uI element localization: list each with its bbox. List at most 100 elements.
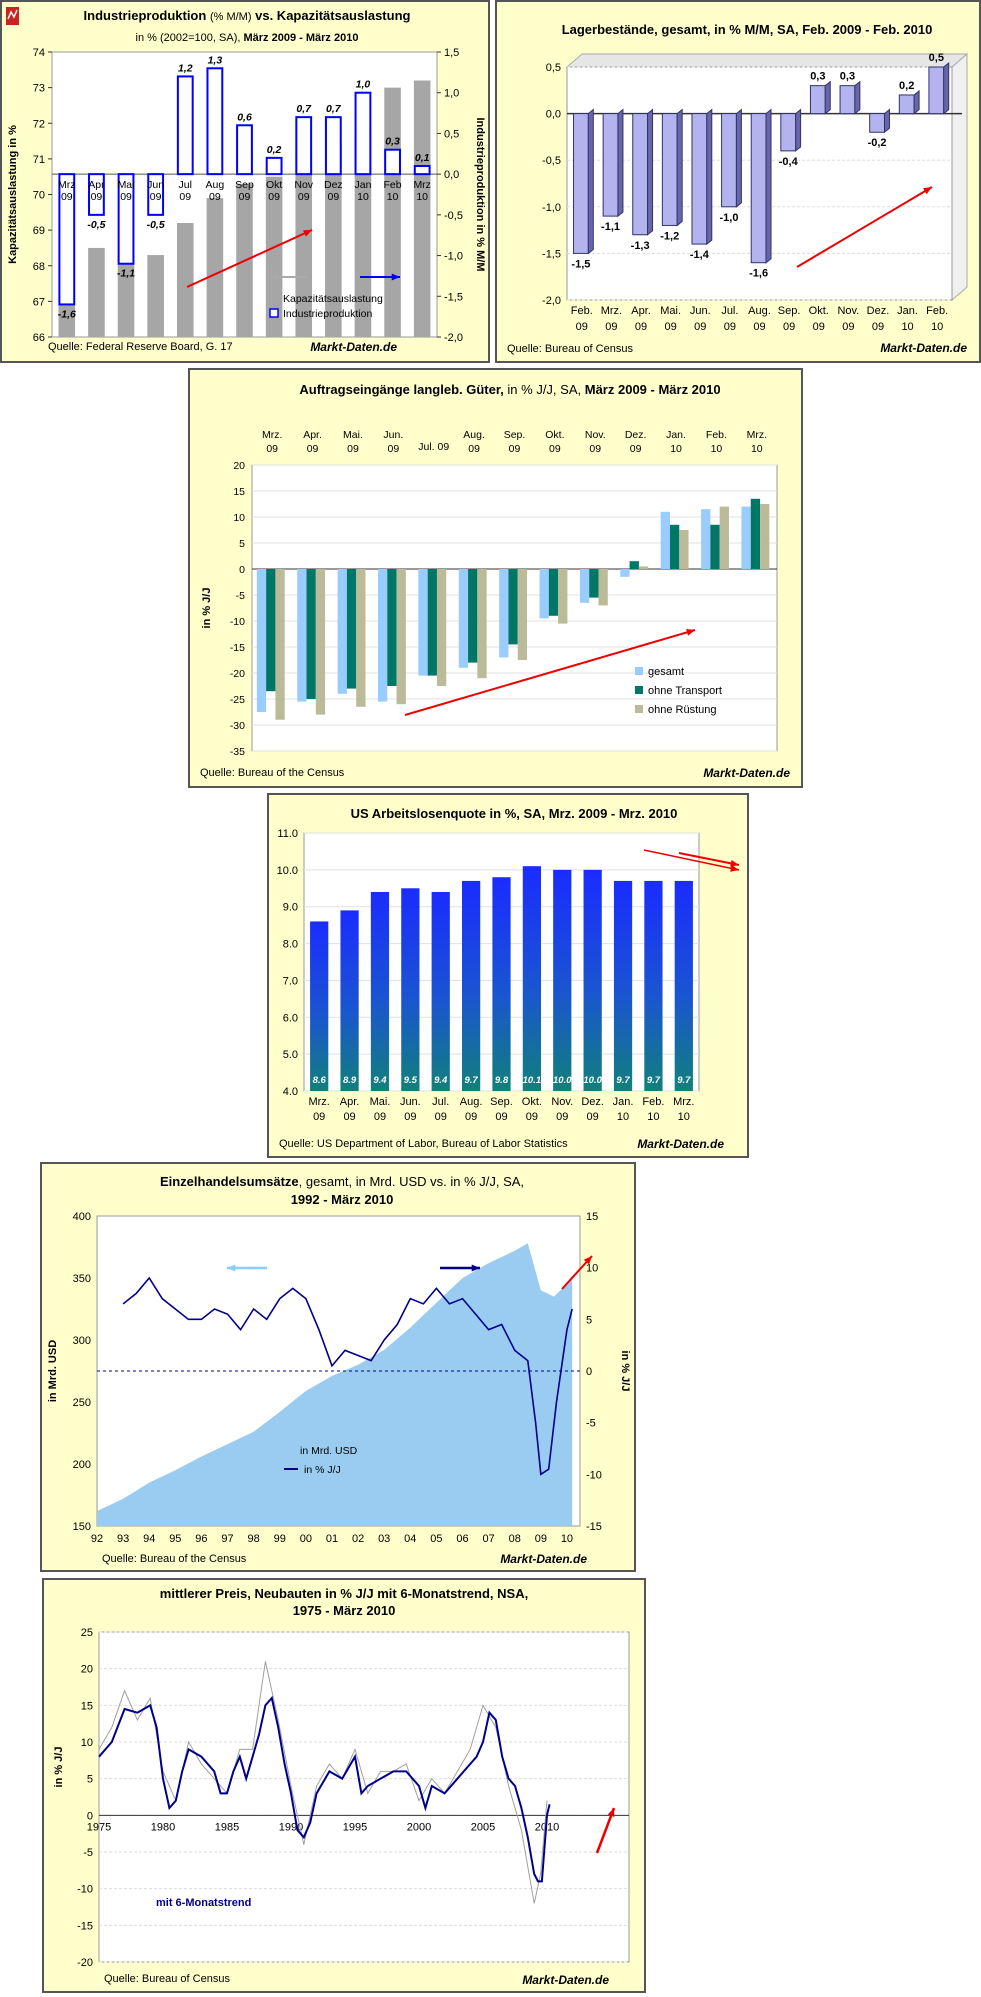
data-label: 10.0 xyxy=(553,1075,572,1086)
x-tick-label: 09 xyxy=(435,1111,447,1123)
y-tick: 4.0 xyxy=(283,1086,298,1098)
y-tick: -35 xyxy=(230,746,245,758)
y-tick: -20 xyxy=(77,1957,93,1969)
data-label: 1,2 xyxy=(178,62,193,74)
y-tick: 10 xyxy=(81,1737,93,1749)
bar-ohne-transport xyxy=(306,569,316,699)
legend-arrow-right-head xyxy=(471,1264,480,1272)
x-tick-label: 09 xyxy=(753,321,765,333)
y-tick: -1,0 xyxy=(542,202,561,214)
bar-gesamt xyxy=(539,569,549,619)
bar-industrieproduktion xyxy=(384,148,401,176)
bar-ohne-rüstung xyxy=(436,569,447,686)
bar-ohne-rüstung xyxy=(558,569,568,624)
bar-industrieproduktion xyxy=(265,156,283,176)
trend-arrow-head xyxy=(923,187,932,195)
bar-industrieproduktion xyxy=(117,173,135,265)
y-tick: 5 xyxy=(239,538,245,550)
y-tick-left: 74 xyxy=(33,47,45,59)
plot-area xyxy=(98,1631,630,1963)
x-tick-label: 09 xyxy=(388,443,400,455)
data-label: 0,1 xyxy=(415,152,430,164)
y-tick: 7.0 xyxy=(283,975,298,987)
chart-source: Quelle: Bureau of the Census xyxy=(102,1553,247,1565)
x-tick-label: Mai. xyxy=(343,429,363,441)
bar-arbeitslosenquote xyxy=(431,891,450,1091)
bar-gesamt xyxy=(297,569,307,702)
chart-title: Einzelhandelsumsätze, gesamt, in Mrd. US… xyxy=(160,1174,524,1189)
bar-ohne-rüstung xyxy=(719,506,729,569)
chart-title: Industrieproduktion (% M/M) vs. Kapazitä… xyxy=(84,8,411,23)
bar-industrieproduktion xyxy=(58,173,76,306)
chart-panel-einzelhandel: Einzelhandelsumsätze, gesamt, in Mrd. US… xyxy=(40,1162,636,1572)
bar-ohne-transport xyxy=(346,569,357,689)
chart-title-line2: 1992 - März 2010 xyxy=(291,1192,394,1207)
y-tick: -2,0 xyxy=(542,295,561,307)
y-tick-left: 400 xyxy=(73,1211,91,1223)
bar-kapazitaet xyxy=(117,255,135,337)
brand-label: Markt-Daten.de xyxy=(310,340,397,354)
bar-gesamt xyxy=(337,569,347,694)
x-tick-label: Nov. xyxy=(837,305,859,317)
x-tick-label: 98 xyxy=(248,1533,260,1545)
x-tick-label: Okt. xyxy=(809,305,829,317)
bar-ohne-rüstung xyxy=(396,569,406,705)
y-tick-right: -1,0 xyxy=(444,251,463,263)
data-label: -0,5 xyxy=(147,219,165,231)
data-label: 9.7 xyxy=(616,1075,630,1086)
y-tick: 6.0 xyxy=(283,1012,298,1024)
x-tick-label: 09 xyxy=(328,191,340,203)
y-tick: 10 xyxy=(233,512,245,524)
chart-subtitle: in % (2002=100, SA), März 2009 - März 20… xyxy=(136,32,359,44)
y-tick-right: -0,5 xyxy=(444,210,463,222)
bar-gesamt xyxy=(579,569,590,603)
legend-label: Industrieproduktion xyxy=(283,308,372,320)
y-tick-left: 350 xyxy=(73,1273,91,1285)
bar-gesamt xyxy=(499,569,509,658)
bar-industrieproduktion xyxy=(295,116,313,176)
x-tick-label: Jan. xyxy=(613,1096,634,1108)
bar-ohne-transport xyxy=(427,569,437,676)
x-tick-label: 97 xyxy=(221,1533,233,1545)
trend-arrow-head xyxy=(583,1256,592,1265)
data-label: -0,4 xyxy=(779,156,799,168)
y-tick: -5 xyxy=(83,1847,93,1859)
bar-industrieproduktion xyxy=(176,75,194,176)
y-tick-left: 300 xyxy=(73,1335,91,1347)
data-label: 8.6 xyxy=(313,1075,327,1086)
bar-ohne-rüstung xyxy=(760,504,770,569)
legend-label: gesamt xyxy=(648,666,684,678)
data-label: -1,1 xyxy=(117,268,135,280)
x-tick-label: 09 xyxy=(549,443,561,455)
x-tick-label: 04 xyxy=(404,1533,416,1545)
x-tick-label: 08 xyxy=(509,1533,521,1545)
bar-gesamt xyxy=(418,569,428,676)
y-tick-right: 1,0 xyxy=(444,88,459,100)
x-tick-label: 09 xyxy=(343,1111,355,1123)
y-tick: -15 xyxy=(230,642,245,654)
x-tick-label: 95 xyxy=(169,1533,181,1545)
x-tick-label: 10 xyxy=(647,1111,659,1123)
bar-ohne-rüstung xyxy=(477,569,487,679)
legend-label: in Mrd. USD xyxy=(300,1445,358,1457)
bar-kapazitaet xyxy=(325,141,342,337)
y-tick: 20 xyxy=(233,460,245,472)
chart-panel-lagerbestaende: Lagerbestände, gesamt, in % M/M, SA, Feb… xyxy=(495,0,981,363)
x-tick-label: 09 xyxy=(239,191,251,203)
data-label: 9.4 xyxy=(373,1075,387,1086)
y-tick-left: 70 xyxy=(33,190,45,202)
chart-source: Quelle: Bureau of the Census xyxy=(200,767,345,779)
y-tick: -0,5 xyxy=(542,155,561,167)
x-tick-label: 09 xyxy=(694,321,706,333)
bar-arbeitslosenquote xyxy=(462,880,481,1091)
x-tick-label: 09 xyxy=(179,191,191,203)
area-umsatz xyxy=(97,1243,573,1526)
y-tick-left: 73 xyxy=(33,83,45,95)
legend-arrow-left-head xyxy=(227,1264,236,1272)
chart-source: Quelle: Federal Reserve Board, G. 17 xyxy=(48,341,233,353)
x-tick-label: 09 xyxy=(150,191,162,203)
data-label: -1,0 xyxy=(720,212,739,224)
x-tick-label: 2000 xyxy=(407,1821,431,1833)
y-tick: 9.0 xyxy=(283,902,298,914)
data-label: 0,7 xyxy=(326,103,342,115)
